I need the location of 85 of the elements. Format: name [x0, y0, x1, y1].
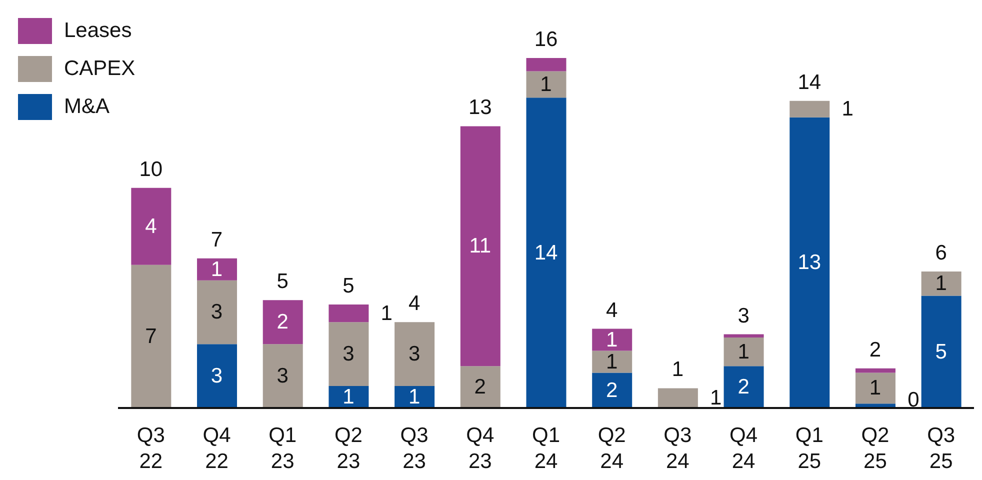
data-label: 3: [210, 364, 223, 388]
bar: [790, 117, 830, 408]
data-label: 1: [210, 258, 223, 281]
data-label: 3: [342, 342, 354, 366]
bar: [460, 126, 500, 366]
total-label: 6: [935, 242, 947, 265]
data-label: 2: [606, 378, 618, 402]
data-label: 4: [145, 214, 158, 238]
total-label: 5: [276, 270, 288, 294]
bar: [197, 344, 238, 408]
bar: [724, 366, 764, 408]
x-tick-label: Q3 23: [400, 424, 428, 473]
data-label: 5: [935, 340, 947, 364]
bar: [328, 322, 369, 386]
bar: [526, 98, 566, 408]
bar: [328, 304, 369, 322]
total-label: 7: [210, 228, 223, 252]
bar: [197, 258, 238, 280]
total-label: 4: [408, 292, 420, 316]
legend-label: CAPEX: [64, 57, 136, 81]
bar: [658, 388, 698, 408]
bar: [131, 264, 172, 408]
data-label: 1: [842, 98, 854, 121]
x-tick-label: Q1 25: [795, 424, 824, 473]
bar: [592, 350, 632, 373]
bar: [921, 296, 962, 408]
x-tick-label: Q2 24: [598, 424, 626, 473]
total-label: 1: [672, 358, 684, 382]
x-tick-label: Q4 22: [202, 424, 232, 473]
bar: [197, 280, 238, 344]
data-label: 1: [738, 340, 750, 364]
data-label: 1: [606, 328, 618, 352]
data-label: 1: [380, 302, 392, 325]
bar: [855, 368, 896, 373]
data-label: 1: [342, 385, 354, 408]
legend-label: M&A: [64, 95, 110, 119]
total-label: 3: [738, 304, 750, 328]
x-tick-label: Q3 22: [136, 424, 165, 473]
data-label: 2: [738, 376, 750, 399]
x-tick-label: Q1 24: [532, 424, 560, 473]
bar: [131, 188, 172, 265]
x-tick-label: Q2 25: [861, 424, 890, 473]
total-label: 13: [468, 96, 492, 120]
legend-label: Leases: [64, 19, 132, 43]
data-label: 7: [145, 324, 157, 348]
data-label: 1: [869, 376, 882, 400]
data-label: 3: [276, 364, 288, 388]
data-label: 13: [798, 251, 822, 274]
bar: [526, 71, 566, 98]
x-tick-label: Q4 23: [466, 424, 494, 473]
data-label: 0: [908, 388, 920, 412]
data-label: 1: [710, 386, 722, 410]
total-label: 10: [139, 158, 163, 181]
data-label: 3: [210, 300, 223, 324]
total-label: 14: [798, 70, 822, 94]
x-tick-label: Q2 23: [334, 424, 362, 473]
bar: [790, 100, 830, 118]
x-tick-label: Q1 23: [268, 424, 297, 473]
data-label: 11: [469, 234, 492, 258]
data-label: 2: [474, 376, 486, 399]
bar: [526, 58, 566, 72]
total-label: 5: [342, 274, 354, 298]
x-tick-label: Q3 25: [927, 424, 956, 473]
bar: [724, 334, 764, 338]
bar: [724, 338, 764, 366]
bar: [592, 328, 632, 351]
bar: [460, 366, 500, 408]
bar: [262, 300, 303, 344]
x-tick-label: Q3 24: [664, 424, 692, 473]
bar: [921, 272, 962, 296]
total-label: 4: [606, 298, 618, 322]
data-label: 3: [408, 342, 420, 366]
data-label: 14: [534, 241, 558, 264]
total-label: 2: [869, 338, 882, 362]
data-label: 1: [540, 72, 552, 96]
data-label: 2: [276, 310, 288, 334]
data-label: 1: [606, 350, 618, 374]
data-label: 1: [408, 385, 420, 408]
total-label: 16: [534, 28, 558, 51]
bar: [592, 372, 632, 408]
data-label: 1: [935, 272, 947, 296]
x-tick-label: Q4 24: [730, 424, 758, 473]
bar: [262, 344, 303, 408]
bar: [394, 322, 435, 386]
bar: [855, 372, 896, 404]
